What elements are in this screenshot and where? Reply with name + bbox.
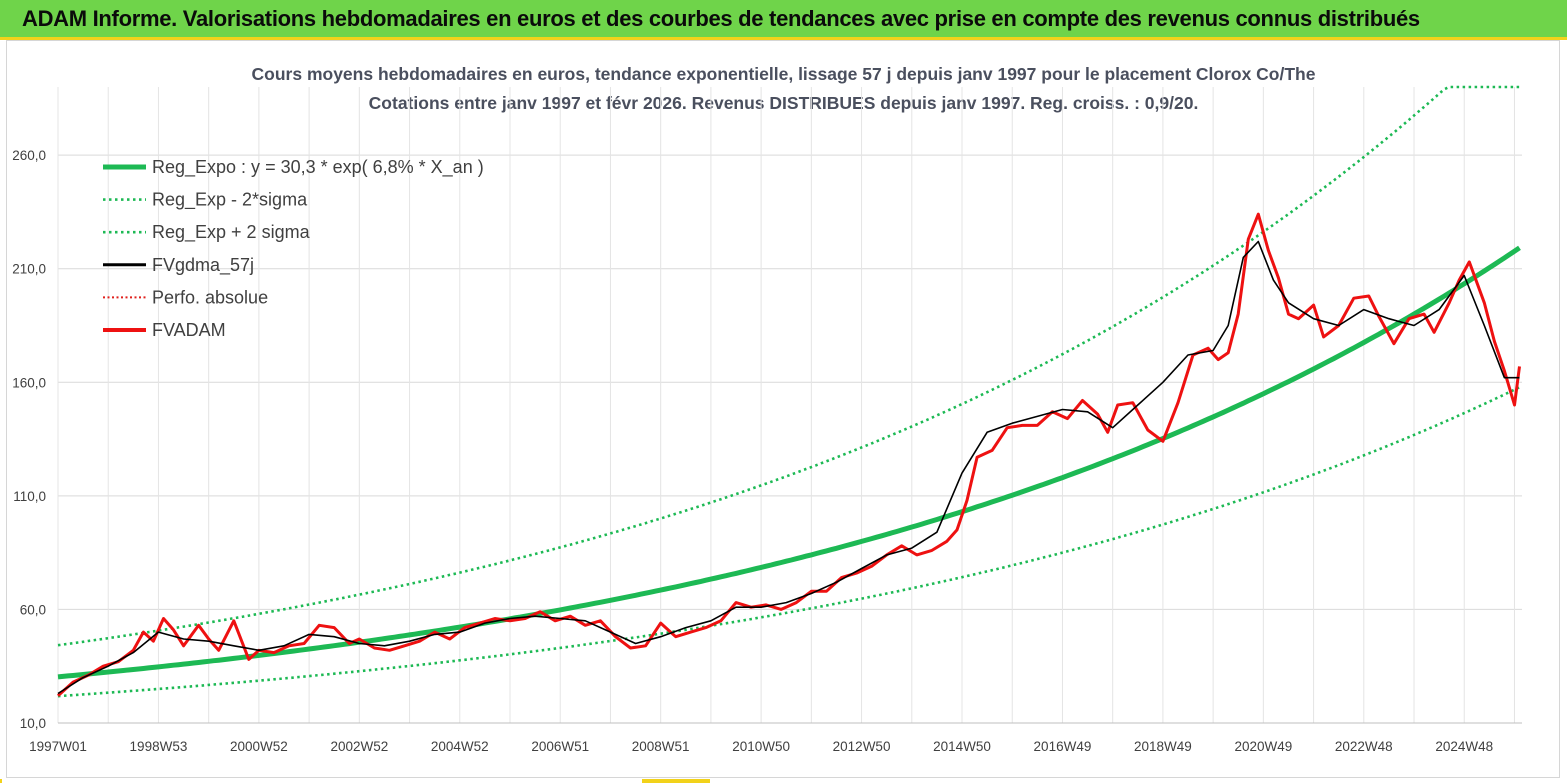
bottom-accent-left: [0, 779, 2, 783]
y-tick-label: 10,0: [20, 716, 46, 731]
x-tick-label: 2014W50: [933, 739, 991, 754]
report-title: ADAM Informe. Valorisations hebdomadaire…: [22, 6, 1420, 31]
y-tick-label: 160,0: [12, 375, 46, 390]
x-tick-label: 2022W48: [1335, 739, 1393, 754]
grid-lines: [57, 87, 1522, 724]
report-header: ADAM Informe. Valorisations hebdomadaire…: [0, 0, 1567, 40]
legend-label-low: Reg_Exp - 2*sigma: [152, 190, 308, 211]
x-tick-label: 2008W51: [632, 739, 690, 754]
y-tick-label: 110,0: [13, 489, 46, 504]
chart-title-line-1: Cours moyens hebdomadaires en euros, ten…: [251, 64, 1316, 84]
chart-series: [56, 85, 1521, 698]
reg-exp-plus-2sigma-line: [57, 85, 1520, 647]
y-tick-label: 210,0: [12, 262, 46, 277]
fvgdma-line: [57, 240, 1520, 695]
legend-label-gdma: FVgdma_57j: [152, 255, 254, 276]
x-tick-label: 2012W50: [833, 739, 891, 754]
y-tick-label: 260,0: [12, 148, 46, 163]
x-tick-label: 2006W51: [531, 739, 589, 754]
legend-label-up: Reg_Exp + 2 sigma: [152, 222, 311, 243]
x-tick-label: 2002W52: [330, 739, 388, 754]
x-tick-label: 2024W48: [1435, 739, 1493, 754]
x-tick-label: 2018W49: [1134, 739, 1192, 754]
x-tick-label: 2010W50: [732, 739, 790, 754]
x-tick-label: 2016W49: [1034, 739, 1092, 754]
x-tick-label: 2000W52: [230, 739, 288, 754]
y-tick-label: 60,0: [20, 602, 46, 617]
chart-legend: Reg_Expo : y = 30,3 * exp( 6,8% * X_an )…: [103, 157, 484, 340]
fvadam-line: [56, 212, 1521, 697]
bottom-accent-middle: [642, 779, 710, 783]
chart-axes: 10,0 60,0 110,0 160,0 210,0 260,0 1997W01 1998W…: [12, 148, 1522, 754]
chart-title-line-2: Cotations entre janv 1997 et févr 2026. …: [368, 93, 1199, 113]
x-tick-label: 1997W01: [29, 739, 87, 754]
legend-label-reg: Reg_Expo : y = 30,3 * exp( 6,8% * X_an ): [152, 157, 484, 178]
x-tick-label: 1998W53: [130, 739, 188, 754]
reg-expo-line: [57, 245, 1521, 680]
x-tick-label: 2020W49: [1234, 739, 1292, 754]
legend-label-perfo: Perfo. absolue: [152, 287, 268, 307]
legend-label-adam: FVADAM: [152, 320, 226, 340]
x-tick-label: 2004W52: [431, 739, 489, 754]
chart-frame: [6, 40, 1560, 778]
